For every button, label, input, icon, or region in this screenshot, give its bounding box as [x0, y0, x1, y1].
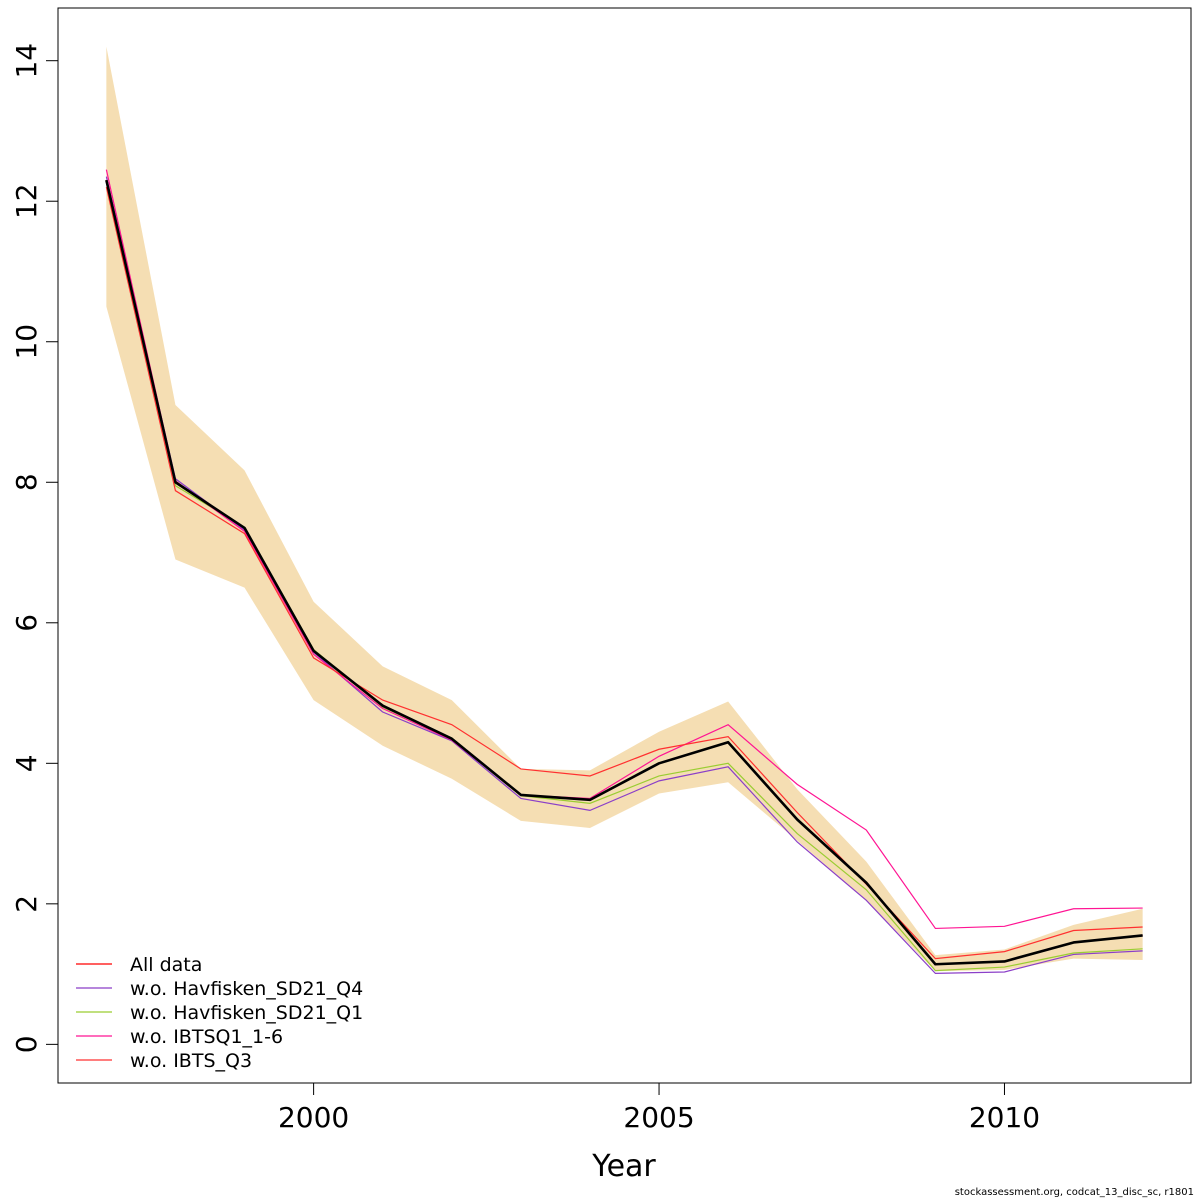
legend-label: w.o. IBTS_Q3 — [130, 1050, 252, 1072]
y-tick-label: 2 — [10, 895, 43, 913]
x-axis-title: Year — [591, 1149, 656, 1184]
confidence-band-area — [106, 46, 1143, 972]
legend-label: w.o. Havfisken_SD21_Q4 — [130, 978, 363, 1000]
y-tick-label: 8 — [10, 473, 43, 491]
main-estimate-line — [105, 179, 1143, 966]
series-line-4 — [105, 187, 1143, 960]
x-tick-label: 2010 — [969, 1101, 1040, 1134]
legend-label: All data — [130, 954, 202, 976]
x-axis: 2000 2005 2010 — [278, 1082, 1040, 1134]
y-tick-label: 6 — [10, 614, 43, 632]
y-axis: 0 2 4 6 8 10 12 14 — [10, 43, 59, 1053]
x-tick-label: 2005 — [623, 1101, 694, 1134]
legend-label: w.o. Havfisken_SD21_Q1 — [130, 1002, 363, 1024]
confidence-band — [106, 46, 1143, 972]
y-tick-label: 0 — [10, 1035, 43, 1053]
y-tick-label: 14 — [10, 43, 43, 79]
legend-label: w.o. IBTSQ1_1-6 — [130, 1026, 283, 1048]
y-tick-label: 4 — [10, 754, 43, 772]
y-tick-label: 10 — [10, 324, 43, 360]
main-line — [105, 179, 1143, 966]
series-line-3 — [105, 169, 1143, 930]
x-tick-label: 2000 — [278, 1101, 349, 1134]
y-tick-label: 12 — [10, 183, 43, 219]
credit-text: stockassessment.org, codcat_13_disc_sc, … — [954, 1187, 1194, 1198]
